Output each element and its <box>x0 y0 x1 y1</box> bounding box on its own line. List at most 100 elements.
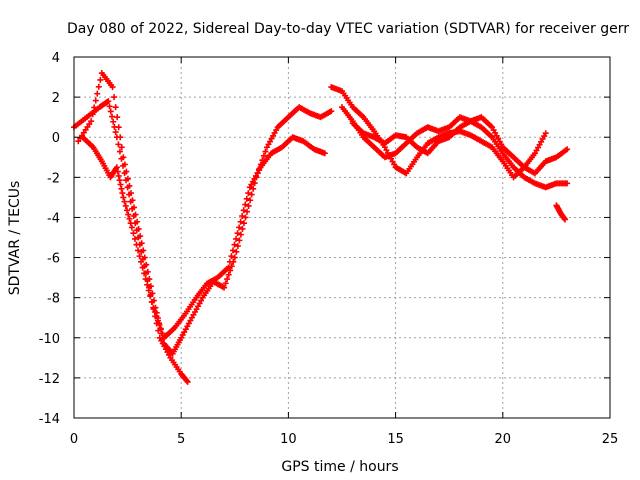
data-point <box>239 225 246 232</box>
y-tick-label: -2 <box>47 171 60 186</box>
data-point <box>88 118 95 125</box>
data-point <box>262 148 269 155</box>
data-point <box>321 150 328 157</box>
data-point <box>228 253 235 260</box>
data-point <box>112 104 119 111</box>
data-point <box>260 152 267 159</box>
data-point <box>231 254 238 261</box>
data-point <box>106 103 113 110</box>
data-point <box>224 276 231 283</box>
data-point <box>147 283 154 290</box>
data-point <box>154 317 161 324</box>
y-tick-label: -14 <box>39 412 60 427</box>
data-point <box>141 270 148 277</box>
data-point <box>233 235 240 242</box>
data-point <box>225 264 232 271</box>
data-point <box>236 237 243 244</box>
series-track-7 <box>553 202 568 223</box>
data-point <box>125 211 132 218</box>
data-point <box>105 98 112 105</box>
data-point <box>122 202 129 209</box>
data-point <box>130 230 137 237</box>
data-point <box>142 276 149 283</box>
grid-lines <box>74 57 610 418</box>
data-point <box>116 177 123 184</box>
y-axis-label: SDTVAR / TECUs <box>7 181 23 296</box>
data-point <box>128 224 135 231</box>
plot-frame <box>73 56 611 419</box>
data-point <box>117 181 124 188</box>
data-point <box>234 243 241 250</box>
data-point <box>91 104 98 111</box>
data-point <box>112 129 119 136</box>
x-tick-label: 15 <box>387 432 404 447</box>
data-point <box>118 185 125 192</box>
x-tick-label: 25 <box>602 432 619 447</box>
data-point <box>140 247 147 254</box>
data-point <box>233 248 240 255</box>
data-point <box>138 258 145 265</box>
data-point <box>248 191 255 198</box>
data-point <box>135 247 142 254</box>
y-tick-label: 2 <box>52 91 60 106</box>
data-point <box>221 284 228 291</box>
data-point <box>136 253 143 260</box>
data-point <box>150 304 157 311</box>
x-axis-label: GPS time / hours <box>281 459 398 475</box>
data-point <box>244 208 251 215</box>
data-point <box>231 241 238 248</box>
y-tick-label: 0 <box>52 131 60 146</box>
data-point <box>141 254 148 261</box>
data-point <box>115 172 122 179</box>
series-track-3 <box>79 134 328 341</box>
data-point <box>97 76 104 83</box>
data-point <box>139 264 146 271</box>
data-point <box>240 220 247 227</box>
chart-title: Day 080 of 2022, Sidereal Day-to-day VTE… <box>67 21 629 37</box>
data-point <box>123 207 130 214</box>
data-point <box>183 377 190 384</box>
data-point <box>94 90 101 97</box>
data-point <box>121 161 128 168</box>
data-point <box>564 180 571 187</box>
data-point <box>132 211 139 218</box>
data-point <box>109 84 116 91</box>
data-point <box>237 218 244 225</box>
data-point <box>222 280 229 287</box>
y-tick-label: 4 <box>52 51 60 66</box>
data-point <box>129 197 136 204</box>
data-point <box>113 164 120 171</box>
data-point <box>123 168 130 175</box>
data-point <box>120 154 127 161</box>
data-point <box>229 247 236 254</box>
data-point <box>147 293 154 300</box>
data-point <box>236 224 243 231</box>
data-point <box>117 134 124 141</box>
data-point <box>564 146 571 153</box>
data-point <box>234 230 241 237</box>
data-point <box>242 214 249 221</box>
data-point <box>245 202 252 209</box>
data-point <box>226 258 233 265</box>
data-point <box>92 97 99 104</box>
data-point <box>118 144 125 151</box>
data-point <box>126 215 133 222</box>
data-point <box>148 298 155 305</box>
data-point <box>126 182 133 189</box>
x-axis: 0 5 10 15 20 25 <box>70 57 618 447</box>
data-point <box>153 313 160 320</box>
x-tick-label: 10 <box>280 432 297 447</box>
data-point <box>135 225 142 232</box>
data-point <box>245 190 252 197</box>
data-point <box>250 185 257 192</box>
data-point <box>144 281 151 288</box>
data-point <box>111 94 118 101</box>
y-axis: 4 2 0 -2 -4 -6 -8 -10 -12 -14 <box>39 51 610 427</box>
data-point <box>561 216 568 223</box>
data-point <box>127 190 134 197</box>
data-point <box>95 83 102 90</box>
data-point <box>121 198 128 205</box>
data-point <box>242 201 249 208</box>
data-point <box>131 204 138 211</box>
data-point <box>156 321 163 328</box>
